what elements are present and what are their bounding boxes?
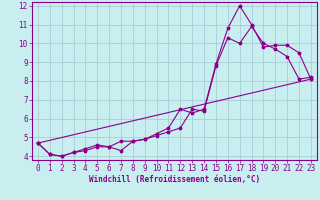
X-axis label: Windchill (Refroidissement éolien,°C): Windchill (Refroidissement éolien,°C) [89, 175, 260, 184]
